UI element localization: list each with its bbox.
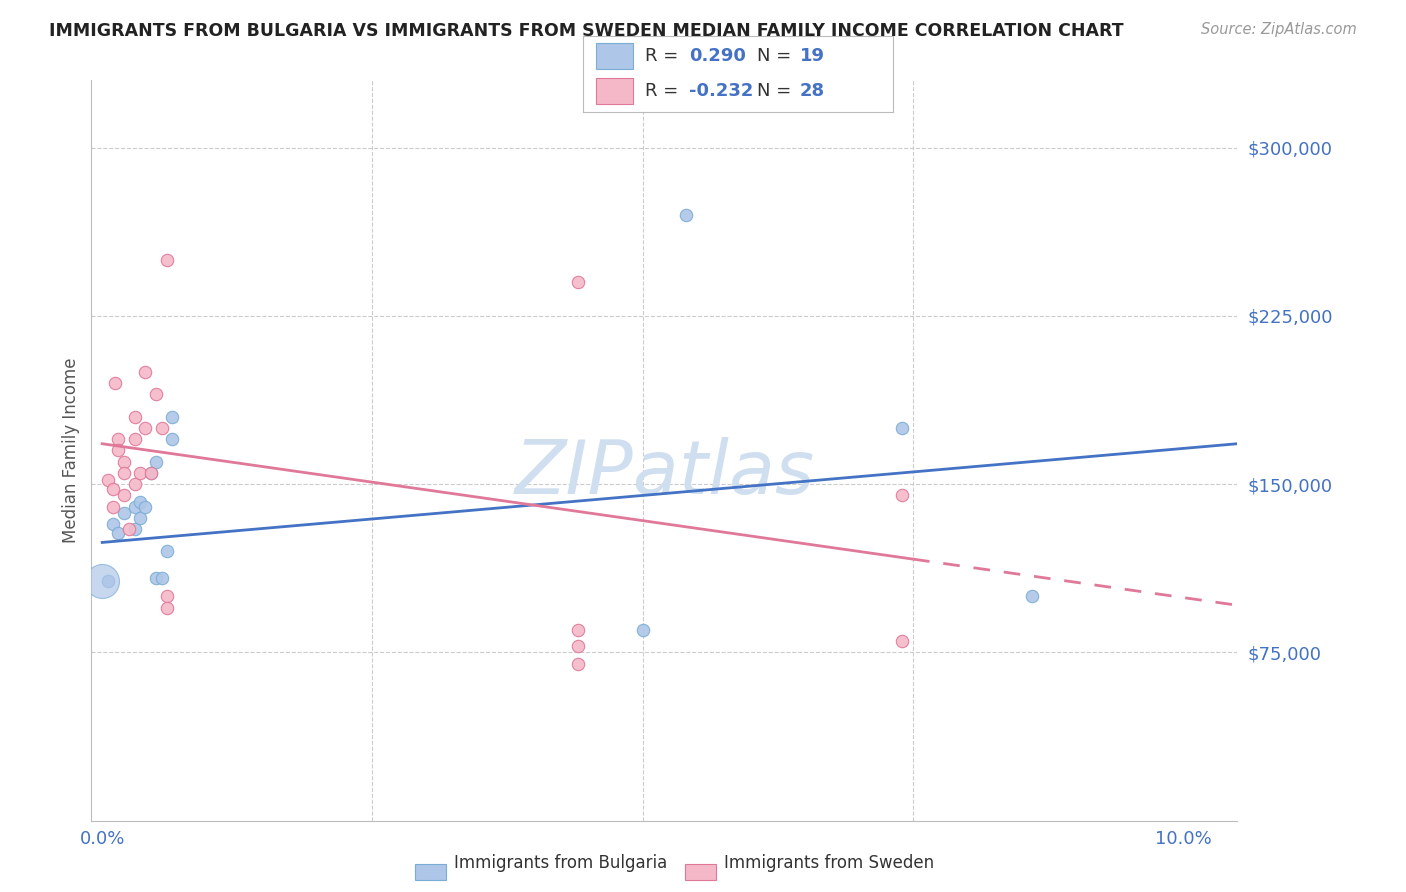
Point — [104, 376, 127, 391]
Point — [91, 574, 114, 588]
Point — [891, 488, 914, 502]
Bar — [596, 78, 633, 104]
Text: N =: N = — [756, 82, 797, 100]
Point — [675, 208, 697, 222]
Text: R =: R = — [645, 82, 685, 100]
Y-axis label: Median Family Income: Median Family Income — [62, 358, 80, 543]
Point — [112, 455, 135, 469]
Point — [156, 600, 179, 615]
Text: 0.290: 0.290 — [689, 47, 745, 65]
Point — [567, 639, 589, 653]
Point — [129, 466, 152, 480]
Point — [891, 421, 914, 435]
Point — [567, 275, 589, 289]
Point — [97, 574, 120, 588]
Point — [112, 506, 135, 520]
Text: Immigrants from Sweden: Immigrants from Sweden — [724, 855, 934, 872]
Text: -0.232: -0.232 — [689, 82, 754, 100]
Point — [162, 432, 184, 446]
Point — [156, 544, 179, 558]
Point — [97, 473, 120, 487]
Point — [107, 432, 129, 446]
Point — [124, 409, 146, 424]
Point — [124, 432, 146, 446]
Point — [139, 466, 162, 480]
Point — [107, 443, 129, 458]
Text: Source: ZipAtlas.com: Source: ZipAtlas.com — [1201, 22, 1357, 37]
Point — [101, 482, 124, 496]
Point — [150, 571, 173, 585]
Text: R =: R = — [645, 47, 685, 65]
Point — [145, 571, 167, 585]
Point — [134, 421, 156, 435]
Point — [1021, 589, 1043, 603]
Point — [101, 517, 124, 532]
Point — [124, 522, 146, 536]
Point — [101, 500, 124, 514]
Text: 19: 19 — [800, 47, 825, 65]
Point — [112, 466, 135, 480]
Point — [567, 623, 589, 637]
Text: N =: N = — [756, 47, 797, 65]
Point — [145, 387, 167, 401]
Point — [118, 522, 141, 536]
Text: ZIPatlas: ZIPatlas — [515, 437, 814, 508]
Point — [124, 500, 146, 514]
Point — [134, 500, 156, 514]
Point — [145, 455, 167, 469]
Point — [124, 477, 146, 491]
Point — [891, 634, 914, 648]
Point — [107, 526, 129, 541]
Point — [150, 421, 173, 435]
Point — [134, 365, 156, 379]
Point — [129, 495, 152, 509]
Text: IMMIGRANTS FROM BULGARIA VS IMMIGRANTS FROM SWEDEN MEDIAN FAMILY INCOME CORRELAT: IMMIGRANTS FROM BULGARIA VS IMMIGRANTS F… — [49, 22, 1123, 40]
Point — [162, 409, 184, 424]
Point — [156, 252, 179, 267]
Text: 28: 28 — [800, 82, 825, 100]
Point — [631, 623, 654, 637]
Bar — [596, 44, 633, 69]
Point — [156, 589, 179, 603]
Point — [129, 510, 152, 524]
Point — [567, 657, 589, 671]
Point — [139, 466, 162, 480]
Point — [112, 488, 135, 502]
Text: Immigrants from Bulgaria: Immigrants from Bulgaria — [454, 855, 668, 872]
